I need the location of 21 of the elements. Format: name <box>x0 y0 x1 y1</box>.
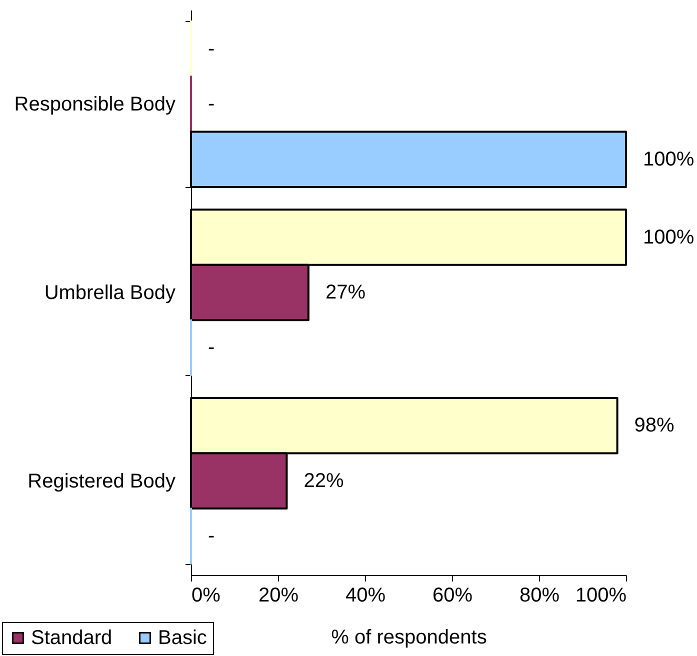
data-label: - <box>208 525 215 548</box>
x-tick-label: 60% <box>432 584 473 606</box>
x-tick-label: 40% <box>345 584 386 606</box>
x-tick-label: 20% <box>258 584 299 606</box>
data-label: 27% <box>325 282 366 304</box>
y-tick-label: Registered Body <box>28 470 176 492</box>
data-label: - <box>208 93 215 116</box>
data-label: 100% <box>643 148 694 170</box>
y-tick-label: Responsible Body <box>14 94 176 116</box>
data-label: 22% <box>304 470 344 492</box>
x-tick-label: 0% <box>192 584 221 606</box>
x-tick-label: 80% <box>519 584 560 606</box>
legend-label: Basic <box>158 627 207 649</box>
legend-label: Standard <box>31 627 112 649</box>
data-label: 98% <box>634 414 675 437</box>
x-tick-label: 100% <box>575 584 627 606</box>
data-label: - <box>208 38 215 60</box>
x-axis-title: % of respondents <box>331 626 487 648</box>
y-tick-label: Umbrella Body <box>44 282 176 304</box>
data-label: 100% <box>643 226 694 248</box>
data-label: - <box>208 336 215 359</box>
